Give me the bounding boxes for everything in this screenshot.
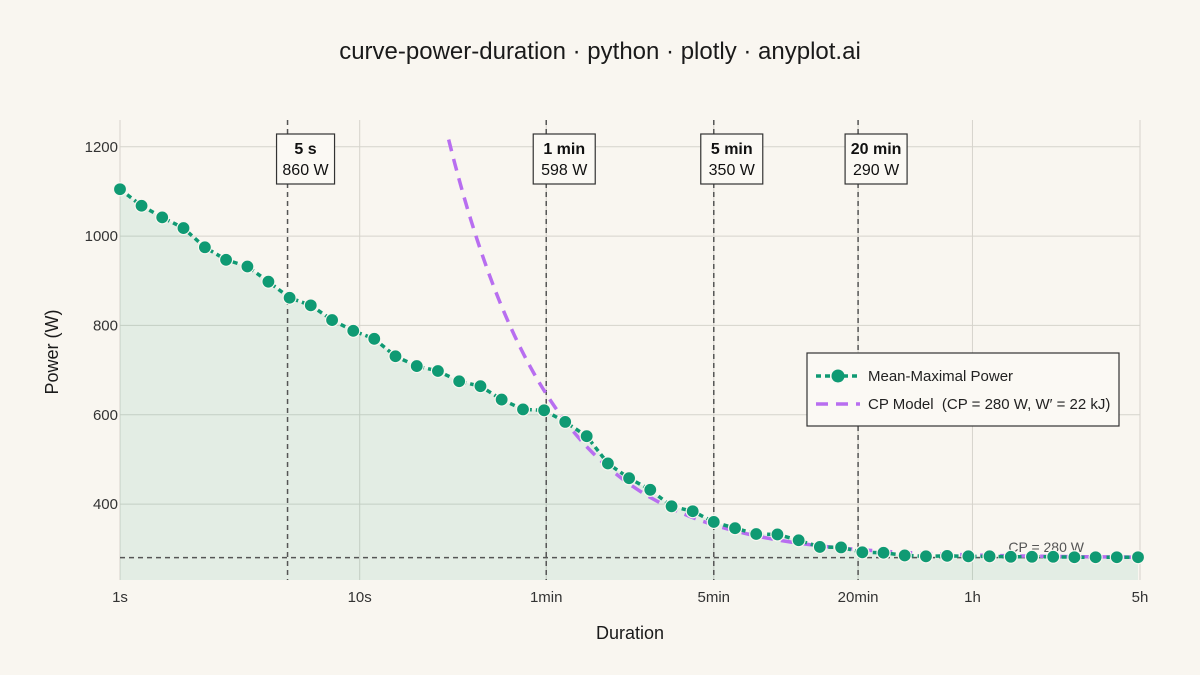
y-tick-label: 800 xyxy=(93,317,118,334)
mmp-point xyxy=(897,548,912,563)
chart-title: curve-power-duration · python · plotly ·… xyxy=(339,38,861,65)
mmp-point xyxy=(452,374,467,389)
mmp-point xyxy=(515,402,531,417)
annotation-power: 860 W xyxy=(282,162,329,179)
y-tick-label: 1200 xyxy=(85,139,118,156)
x-axis-label: Duration xyxy=(596,623,664,643)
mmp-point xyxy=(430,363,446,379)
mmp-point xyxy=(409,358,424,374)
legend: Mean-Maximal Power CP Model (CP = 280 W, … xyxy=(806,352,1120,427)
mmp-point xyxy=(770,527,785,542)
mmp-point xyxy=(600,456,616,471)
mmp-point xyxy=(282,290,297,305)
mmp-point xyxy=(134,198,149,213)
mmp-area-fill xyxy=(120,189,1139,580)
mmp-point xyxy=(303,298,318,313)
duration-annotations: 5 s 860 W 1 min 598 W 5 min 350 W 20 min 290 W xyxy=(275,133,908,185)
x-tick-label: 20min xyxy=(838,589,879,606)
mmp-point xyxy=(367,331,382,346)
legend-model-label: CP Model (CP = 280 W, W′ = 22 kJ) xyxy=(868,396,1110,413)
mmp-point xyxy=(812,539,827,555)
mmp-point xyxy=(1130,550,1146,565)
mmp-point xyxy=(727,521,743,536)
mmp-point xyxy=(197,240,212,255)
annotation: 5 min 350 W xyxy=(700,133,764,185)
mmp-point xyxy=(685,504,700,519)
mmp-point xyxy=(112,182,128,197)
mmp-point xyxy=(261,274,276,289)
annotation-box xyxy=(700,133,764,185)
annotation-box xyxy=(844,133,908,185)
annotation-power: 290 W xyxy=(853,162,900,179)
mmp-point xyxy=(664,499,679,514)
legend-mmp-marker xyxy=(831,369,845,383)
mmp-point xyxy=(388,349,403,364)
mmp-point xyxy=(833,540,849,555)
annotation-duration: 1 min xyxy=(543,141,585,158)
annotation-duration: 5 min xyxy=(711,141,753,158)
mmp-point xyxy=(346,323,361,338)
mmp-point xyxy=(155,210,170,225)
annotation: 5 s 860 W xyxy=(275,133,336,185)
x-tick-label: 10s xyxy=(348,589,372,606)
mmp-point xyxy=(240,259,255,274)
annotation: 1 min 598 W xyxy=(532,133,596,185)
annotation-power: 598 W xyxy=(541,162,588,179)
x-tick-label: 5h xyxy=(1132,589,1149,606)
y-tick-label: 400 xyxy=(93,496,118,513)
annotation: 20 min 290 W xyxy=(844,133,908,185)
legend-mmp-label: Mean-Maximal Power xyxy=(868,368,1013,385)
x-tick-label: 1s xyxy=(112,589,128,606)
mmp-point xyxy=(579,429,594,444)
mmp-point xyxy=(706,514,721,530)
duration-markers xyxy=(286,120,859,580)
mmp-point xyxy=(855,545,870,560)
axis-ticks: 400 600 800 1000 1200 1s 10s 1min 5min 20min 1h 5h xyxy=(85,139,1149,606)
mmp-point xyxy=(940,548,955,563)
annotation-duration: 20 min xyxy=(851,141,902,158)
mmp-point xyxy=(1067,550,1082,565)
legend-box xyxy=(806,352,1120,427)
mmp-point xyxy=(643,482,658,497)
mmp-point xyxy=(218,252,234,267)
mmp-point xyxy=(324,312,340,328)
mmp-point xyxy=(876,545,891,560)
mmp-point xyxy=(961,549,976,564)
x-tick-label: 1h xyxy=(964,589,981,606)
annotation-box xyxy=(532,133,596,185)
mmp-point xyxy=(621,471,637,486)
mmp-point xyxy=(558,414,573,429)
annotation-power: 350 W xyxy=(709,162,756,179)
mmp-point xyxy=(176,220,191,236)
mmp-point xyxy=(749,526,764,542)
cp-label: CP = 280 W xyxy=(1008,539,1084,555)
mmp-series xyxy=(112,182,1146,565)
y-tick-label: 1000 xyxy=(85,228,118,245)
mmp-point xyxy=(918,549,934,564)
mmp-area xyxy=(120,189,1139,580)
mmp-point xyxy=(1046,549,1061,564)
x-tick-label: 1min xyxy=(530,589,563,606)
mmp-point xyxy=(791,533,806,548)
mmp-point xyxy=(473,379,488,394)
mmp-point xyxy=(1024,549,1040,564)
y-tick-label: 600 xyxy=(93,407,118,424)
mmp-point xyxy=(982,549,997,564)
mmp-point xyxy=(537,403,552,418)
mmp-point xyxy=(494,392,509,407)
y-axis-label: Power (W) xyxy=(42,310,62,395)
mmp-point xyxy=(1088,550,1103,565)
mmp-point xyxy=(1003,549,1018,564)
annotation-box xyxy=(275,133,336,185)
mmp-point xyxy=(1109,550,1124,565)
annotation-duration: 5 s xyxy=(294,141,316,158)
x-tick-label: 5min xyxy=(698,589,731,606)
